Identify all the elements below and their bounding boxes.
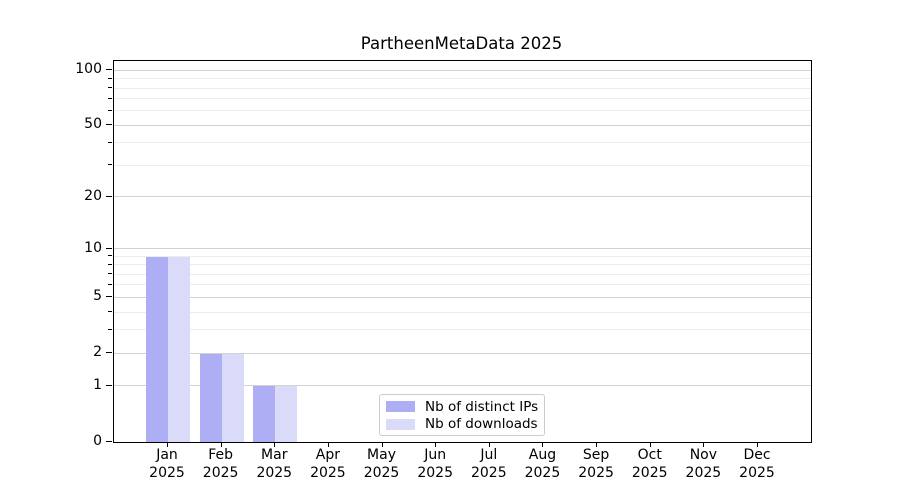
x-axis-tick-label: Sep 2025: [578, 447, 614, 481]
y-axis-minor-tick: [108, 164, 112, 166]
y-axis-minor-tick: [108, 97, 112, 99]
legend: Nb of distinct IPs Nb of downloads: [379, 394, 545, 436]
minor-gridline: [114, 110, 811, 112]
y-axis-minor-tick: [108, 141, 112, 143]
y-axis-tick: [106, 384, 112, 386]
x-axis-tick: [596, 442, 598, 447]
y-axis-tick: [106, 124, 112, 126]
y-axis-tick: [106, 247, 112, 249]
minor-gridline: [114, 311, 811, 313]
y-axis-minor-tick: [108, 263, 112, 265]
major-gridline: [114, 248, 811, 250]
bar-downloads: [275, 386, 298, 442]
major-gridline: [114, 385, 811, 387]
y-axis-minor-tick: [108, 86, 112, 88]
major-gridline: [114, 296, 811, 298]
minor-gridline: [114, 87, 811, 89]
legend-item-downloads: Nb of downloads: [386, 416, 544, 434]
minor-gridline: [114, 142, 811, 144]
major-gridline: [114, 196, 811, 198]
x-axis-tick-label: May 2025: [363, 447, 400, 481]
minor-gridline: [114, 255, 811, 257]
bar-downloads: [168, 256, 190, 442]
legend-item-distinct-ips: Nb of distinct IPs: [386, 398, 544, 416]
x-axis-tick-label: Aug 2025: [524, 447, 561, 481]
x-axis-tick: [542, 442, 544, 447]
y-axis-tick: [106, 195, 112, 197]
x-axis-tick: [756, 442, 758, 447]
y-axis-minor-tick: [108, 328, 112, 330]
x-axis-tick: [220, 442, 222, 447]
x-axis-tick: [167, 442, 168, 447]
y-axis-minor-tick: [108, 273, 112, 275]
x-axis-tick-label: Feb 2025: [202, 447, 239, 481]
x-axis-tick: [649, 442, 651, 447]
major-gridline: [114, 69, 811, 71]
y-axis-tick-label: 10: [84, 239, 102, 256]
x-axis-tick: [381, 442, 383, 447]
minor-gridline: [114, 264, 811, 266]
x-axis-tick-label: Dec 2025: [739, 447, 775, 481]
y-axis-tick: [106, 440, 112, 442]
y-axis-tick-label: 2: [93, 344, 102, 361]
x-axis-tick: [435, 442, 437, 447]
y-axis-minor-tick: [108, 283, 112, 285]
major-gridline: [114, 352, 811, 354]
x-axis-tick-label: Jun 2025: [417, 447, 453, 481]
y-axis-tick: [106, 69, 112, 71]
x-axis-tick-label: Jul 2025: [470, 447, 507, 481]
y-axis-tick-label: 5: [93, 288, 102, 305]
y-axis-tick-label: 100: [75, 61, 102, 78]
minor-gridline: [114, 273, 811, 275]
y-axis-tick-label: 50: [84, 116, 102, 133]
bar-distinct-ips: [146, 256, 168, 442]
y-axis-tick: [106, 296, 112, 298]
bar-distinct-ips: [253, 386, 276, 442]
minor-gridline: [114, 78, 811, 80]
major-gridline: [114, 124, 811, 126]
legend-label-downloads: Nb of downloads: [425, 416, 538, 433]
minor-gridline: [114, 284, 811, 286]
distinct-ips-swatch: [386, 401, 415, 413]
bar-distinct-ips: [199, 353, 222, 442]
minor-gridline: [114, 164, 811, 166]
x-axis-tick-label: Mar 2025: [256, 447, 293, 481]
minor-gridline: [114, 98, 811, 100]
y-axis-tick-label: 0: [93, 432, 102, 449]
y-axis-tick: [106, 352, 112, 354]
bar-downloads: [221, 353, 244, 442]
y-axis-minor-tick: [108, 109, 112, 111]
y-axis-tick-label: 1: [93, 376, 102, 393]
x-axis-tick: [703, 442, 705, 447]
x-axis-tick-label: Oct 2025: [631, 447, 668, 481]
y-axis-minor-tick: [108, 311, 112, 313]
x-axis-tick-label: Apr 2025: [310, 447, 346, 481]
downloads-swatch: [386, 418, 415, 430]
y-axis-minor-tick: [108, 77, 112, 79]
chart-title: PartheenMetaData 2025: [360, 34, 563, 53]
plot-area: [113, 60, 812, 443]
x-axis-tick: [327, 442, 329, 447]
legend-label-distinct-ips: Nb of distinct IPs: [425, 398, 539, 415]
y-axis-tick-label: 20: [84, 187, 102, 204]
x-axis-tick: [274, 442, 276, 447]
minor-gridline: [114, 329, 811, 331]
y-axis-minor-tick: [108, 255, 112, 257]
x-axis-tick-label: Jan 2025: [149, 447, 185, 481]
x-axis-tick: [488, 442, 490, 447]
x-axis-tick-label: Nov 2025: [685, 447, 722, 481]
